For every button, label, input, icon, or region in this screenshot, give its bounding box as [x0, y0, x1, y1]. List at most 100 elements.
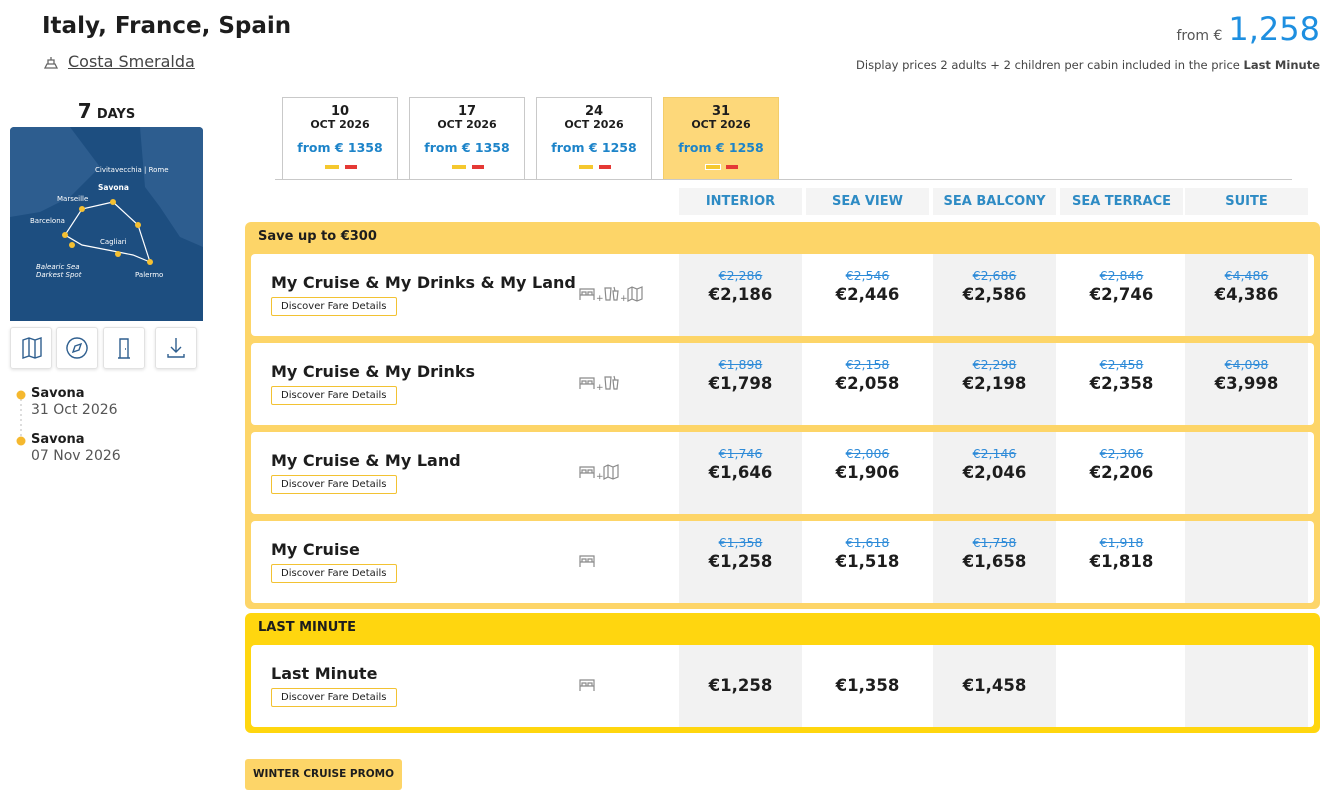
stop-port: Savona	[31, 386, 85, 401]
fare-details-button[interactable]: Discover Fare Details	[271, 386, 397, 405]
fare-icons	[578, 552, 668, 576]
cabin-header: SEA BALCONY	[933, 188, 1056, 215]
port-dot	[69, 242, 75, 248]
port-dot	[62, 232, 68, 238]
fare-details-button[interactable]: Discover Fare Details	[271, 297, 397, 316]
date-month: OCT 2026	[437, 118, 497, 131]
date-tab[interactable]: 24 OCT 2026 from € 1258	[536, 97, 652, 179]
amenity-bed	[579, 466, 595, 478]
fare-icons-svg	[579, 679, 595, 691]
new-price: €2,206	[1089, 463, 1154, 482]
old-price: €2,686	[972, 268, 1017, 283]
amenity-plus: +	[596, 383, 604, 393]
new-price: €2,586	[962, 285, 1027, 304]
stop-date: 07 Nov 2026	[31, 448, 121, 464]
promo-button[interactable]: WINTER CRUISE PROMO	[245, 759, 402, 790]
ship-icon-svg	[43, 57, 59, 69]
old-price: €1,898	[718, 357, 763, 372]
new-price: €2,046	[962, 463, 1027, 482]
amenity-drink	[604, 286, 619, 301]
fare-details-button[interactable]: Discover Fare Details	[271, 688, 397, 707]
stop-port: Savona	[31, 432, 85, 447]
stop-line-svg	[16, 390, 26, 446]
new-price: €1,798	[708, 374, 773, 393]
cabin-header: SEA TERRACE	[1060, 188, 1183, 215]
date-tab[interactable]: 17 OCT 2026 from € 1358	[409, 97, 525, 179]
group-title: LAST MINUTE	[258, 620, 357, 635]
amenity-icon	[579, 679, 595, 691]
price-cell: €2,298 €2,198	[933, 343, 1056, 425]
fare-name: My Cruise & My Drinks	[271, 362, 476, 381]
header-price: from € 1,258	[1176, 10, 1320, 48]
old-price: €1,918	[1099, 535, 1144, 550]
tool-button[interactable]	[56, 327, 98, 369]
amenity-icon	[627, 286, 643, 302]
map-label: Palermo	[135, 271, 163, 279]
fare-details-button[interactable]: Discover Fare Details	[271, 475, 397, 494]
tabs-rule	[275, 179, 1292, 180]
map-label: Savona	[98, 183, 129, 192]
amenity-bed	[579, 679, 595, 691]
old-price: €2,158	[845, 357, 890, 372]
old-price: €1,758	[972, 535, 1017, 550]
old-price: €1,746	[718, 446, 763, 461]
fare-name: My Cruise & My Drinks & My Land	[271, 273, 576, 292]
port-dot	[135, 222, 141, 228]
date-price: from € 1358	[297, 140, 383, 155]
port-dot	[115, 251, 121, 257]
fare-group: LAST MINUTE Last Minute Discover Fare Deta…	[245, 613, 1320, 733]
stop-date: 31 Oct 2026	[31, 402, 118, 418]
date-day: 17	[457, 104, 477, 119]
price-cell	[1060, 645, 1183, 727]
new-price: €1,518	[835, 552, 900, 571]
avail-yellow	[579, 165, 593, 169]
amenity-bed	[579, 377, 595, 389]
date-tab[interactable]: 31 OCT 2026 from € 1258	[663, 97, 779, 179]
tool-button[interactable]	[10, 327, 52, 369]
tool-button[interactable]	[155, 327, 197, 369]
fare-details-button[interactable]: Discover Fare Details	[271, 564, 397, 583]
date-tab[interactable]: 10 OCT 2026 from € 1358	[282, 97, 398, 179]
stop-dot	[16, 390, 26, 400]
avail-red	[345, 165, 357, 169]
cabin-header: SEA VIEW	[806, 188, 929, 215]
price-cell: €1,458	[933, 645, 1056, 727]
title: Italy, France, Spain	[42, 13, 292, 39]
new-price: €2,058	[835, 374, 900, 393]
map-label: Balearic Sea	[36, 263, 80, 271]
old-price: €2,286	[718, 268, 763, 283]
new-price: €1,258	[708, 552, 773, 571]
fare-row: My Cruise & My Drinks & My Land Discover …	[251, 254, 1314, 336]
note-text: Display prices 2 adults + 2 children per…	[856, 58, 1240, 72]
port-dot	[79, 206, 85, 212]
avail-yellow	[705, 164, 721, 170]
fare-icons-svg: +	[579, 464, 619, 482]
price-cell: €4,486 €4,386	[1185, 254, 1308, 336]
new-price: €4,386	[1214, 285, 1279, 304]
tool-button-svg	[118, 338, 130, 359]
fare-row: My Cruise & My Drinks Discover Fare Detai…	[251, 343, 1314, 425]
avail-red	[726, 165, 738, 169]
price-cell: €1,618 €1,518	[806, 521, 929, 603]
amenity-plus: +	[596, 472, 604, 482]
ship-link[interactable]: Costa Smeralda	[68, 52, 195, 71]
price-cell: €2,006 €1,906	[806, 432, 929, 514]
old-price: €2,298	[972, 357, 1017, 372]
fare-name: Last Minute	[271, 664, 378, 683]
new-price: €1,646	[708, 463, 773, 482]
date-price: from € 1358	[424, 140, 510, 155]
old-price: €1,618	[845, 535, 890, 550]
tool-icon	[118, 338, 130, 359]
old-price: €2,306	[1099, 446, 1144, 461]
tool-icon	[167, 338, 185, 358]
fare-icons-svg: + +	[579, 286, 643, 304]
old-price: €4,098	[1224, 357, 1269, 372]
map: Civitavecchia | Rome Savona Marseille Barce…	[10, 127, 203, 325]
tool-button[interactable]	[103, 327, 145, 369]
fare-name: My Cruise	[271, 540, 360, 559]
amenity-icon: +	[579, 377, 604, 393]
amenity-icon	[579, 555, 595, 567]
price-cell: €1,898 €1,798	[679, 343, 802, 425]
avail-red	[599, 165, 611, 169]
